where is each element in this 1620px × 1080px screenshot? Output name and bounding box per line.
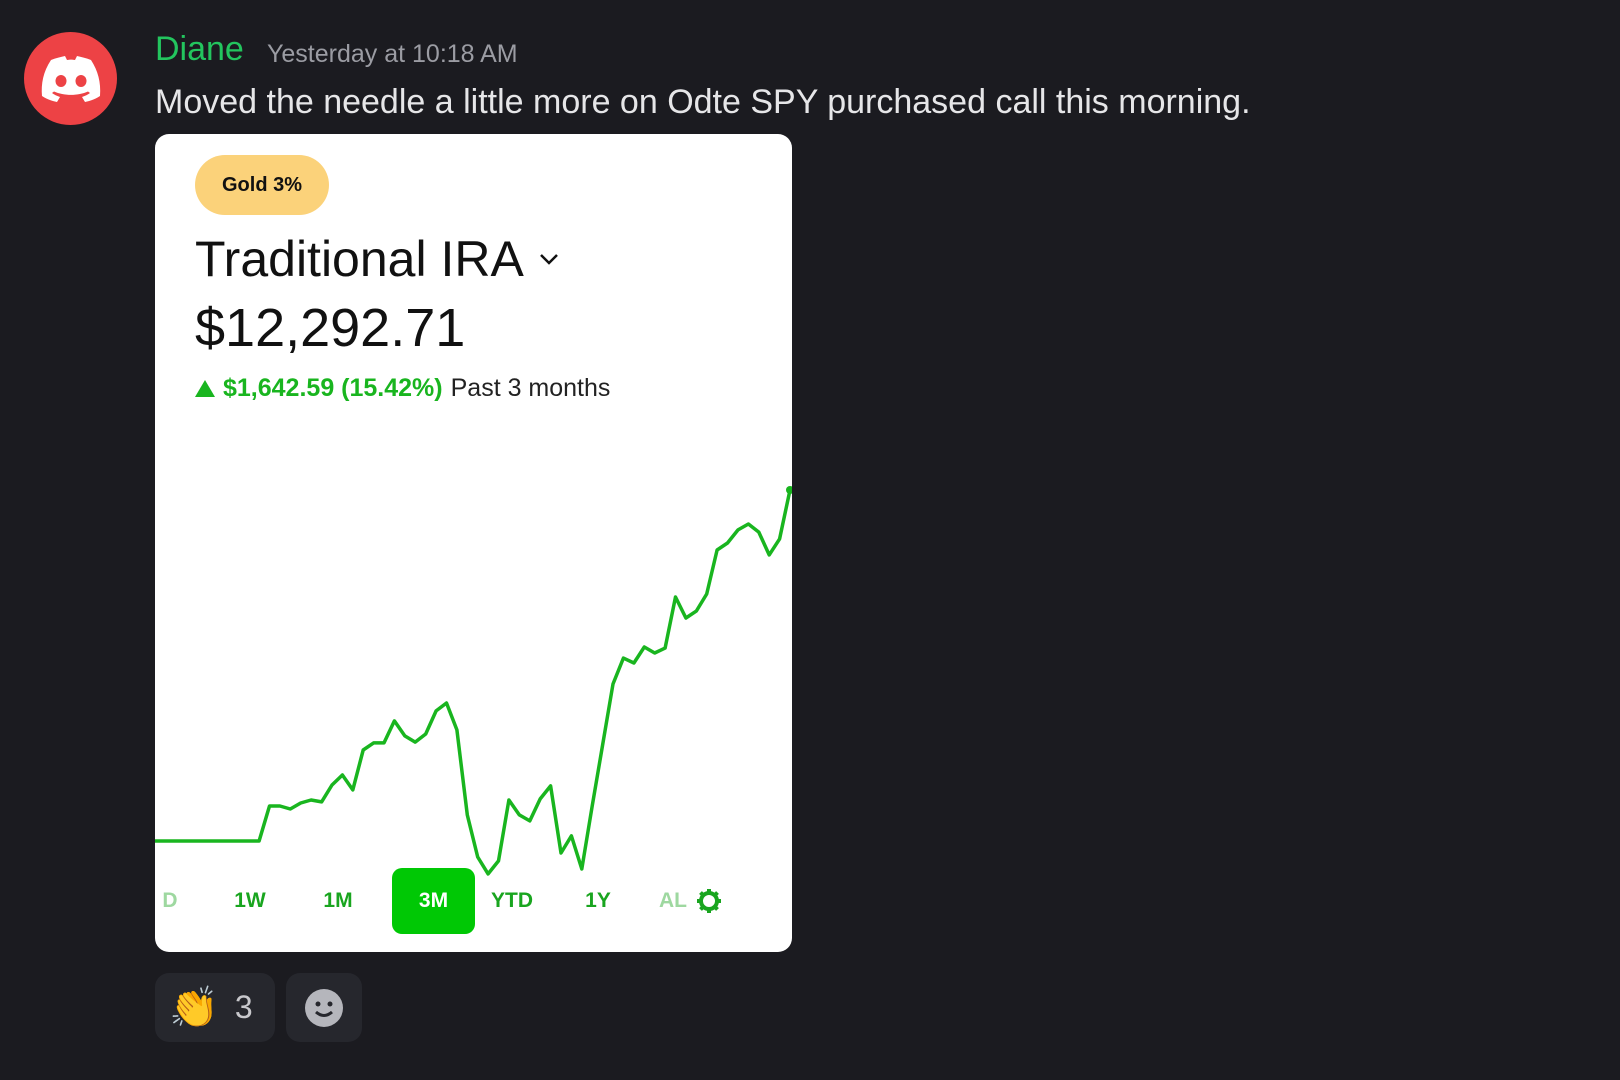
tier-badge: Gold 3% — [195, 155, 329, 215]
tab-1m[interactable]: 1M — [323, 889, 353, 912]
avatar[interactable] — [24, 32, 117, 125]
reaction-count: 3 — [234, 989, 253, 1025]
reaction-clap[interactable]: 👏 3 — [155, 973, 275, 1042]
change-period: Past 3 months — [450, 374, 611, 402]
smiley-icon — [305, 988, 343, 1027]
gear-icon[interactable] — [696, 888, 722, 914]
message-timestamp: Yesterday at 10:18 AM — [267, 40, 518, 68]
account-selector: Traditional IRA — [195, 230, 560, 288]
add-reaction-button[interactable] — [286, 973, 362, 1042]
tab-3m[interactable]: 3M — [392, 868, 475, 934]
change-amount: $1,642.59 (15.42%) — [223, 374, 443, 402]
tab-1w[interactable]: 1W — [234, 889, 266, 912]
performance-chart — [155, 486, 792, 876]
account-balance: $12,292.71 — [195, 298, 466, 358]
account-title: Traditional IRA — [195, 231, 524, 287]
message-text: Moved the needle a little more on Odte S… — [155, 83, 1251, 121]
data-point — [786, 486, 792, 494]
clap-emoji-icon: 👏 — [169, 986, 219, 1030]
change-line: $1,642.59 (15.42%) Past 3 months — [195, 374, 610, 403]
tab-al[interactable]: AL — [659, 889, 687, 912]
up-arrow-icon — [195, 380, 215, 397]
image-attachment[interactable]: Gold 3% Traditional IRA $12,292.71 $1,64… — [155, 134, 792, 952]
tab-1y[interactable]: 1Y — [585, 889, 611, 912]
tab-ytd[interactable]: YTD — [491, 889, 533, 912]
discord-logo-icon — [41, 55, 100, 102]
series-line — [155, 489, 792, 876]
author-name[interactable]: Diane — [155, 30, 244, 68]
range-tabs: D 1W 1M 3M YTD 1Y AL — [155, 868, 792, 934]
chevron-down-icon — [539, 254, 558, 265]
tab-d[interactable]: D — [162, 889, 178, 912]
